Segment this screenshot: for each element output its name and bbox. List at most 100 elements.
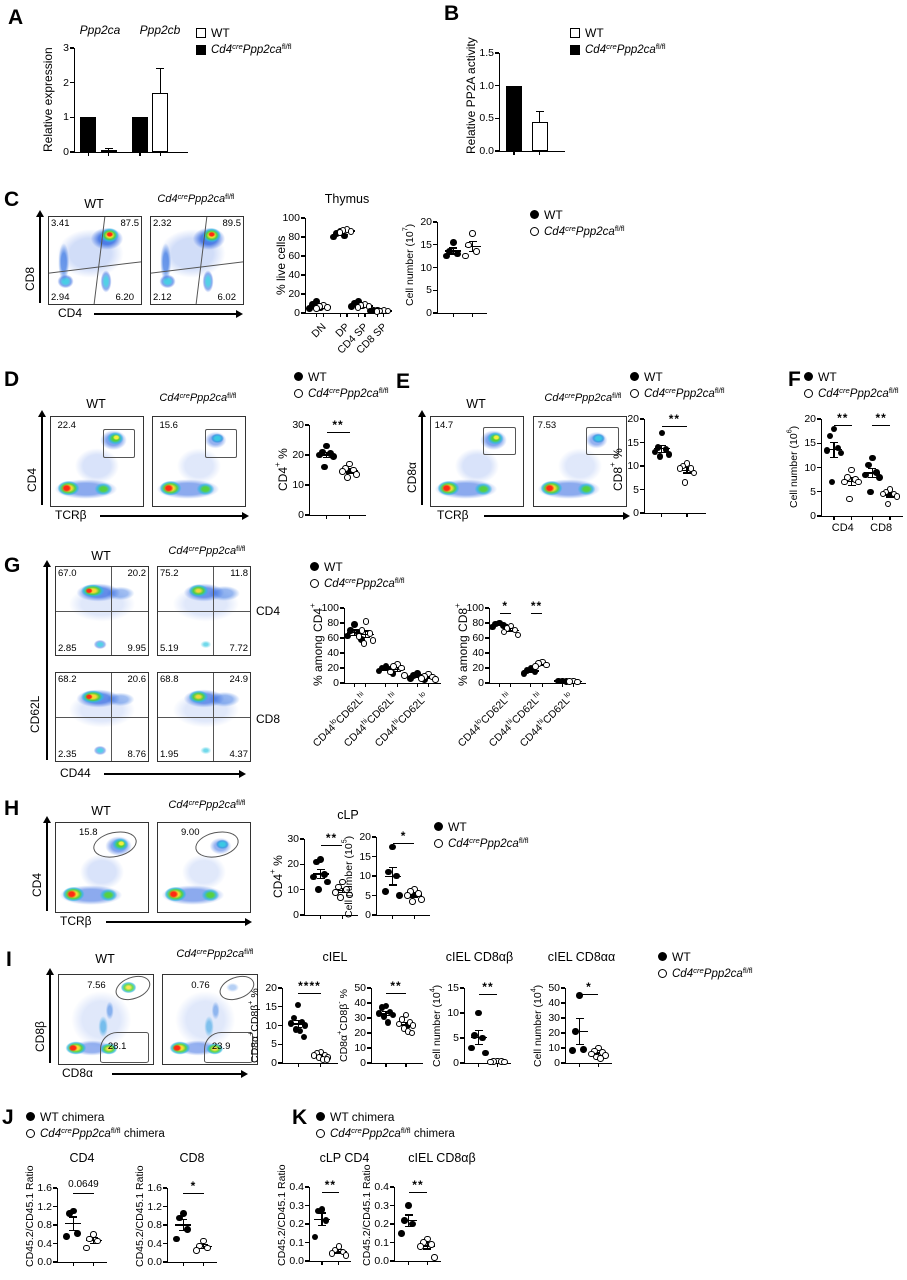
mline [590, 1053, 607, 1055]
ax [573, 683, 575, 687]
flow-y-label-cd4: CD4 [30, 873, 44, 898]
ax [561, 1002, 565, 1004]
ax [657, 444, 666, 446]
ax [301, 217, 305, 219]
mline [290, 1023, 307, 1025]
dot [317, 856, 324, 863]
flow-plot-cd62l-cd44-cd4-wt: 67.0 20.2 2.85 9.95 [55, 566, 149, 656]
ax [322, 457, 331, 459]
ax [686, 513, 688, 517]
dot [346, 460, 353, 468]
ax [334, 1249, 343, 1251]
legend-wt-chimera-label: WT chimera [40, 1109, 105, 1124]
ax [392, 915, 394, 919]
panel-label-k: K [292, 1106, 308, 1129]
ax [392, 843, 415, 845]
ax [339, 313, 342, 317]
ax [346, 313, 348, 317]
dot [339, 468, 346, 475]
ax [817, 466, 821, 469]
ax [498, 683, 501, 687]
ylabnum: 3 [63, 42, 69, 54]
ax [325, 515, 328, 519]
ax [309, 425, 311, 516]
ax [338, 887, 347, 889]
axis-label-ratio: CD45.2/CD45.1 Ratio [24, 1165, 36, 1267]
stars: ** [412, 1178, 424, 1192]
dot [384, 307, 392, 315]
dot [471, 1032, 478, 1039]
ax [382, 1010, 390, 1012]
ax [69, 1216, 78, 1218]
dot [841, 478, 848, 486]
ylabnum: 20 [359, 831, 371, 843]
filled-square-icon [570, 44, 580, 55]
ax [390, 1186, 394, 1188]
ylabnum: 10 [420, 261, 432, 274]
ax [535, 111, 544, 113]
axis-label-cd4-pct: CD4+ % [268, 855, 285, 899]
dot [324, 304, 331, 311]
dot [358, 636, 365, 643]
dot [339, 878, 346, 886]
ylabnum: 0.1 [374, 1236, 389, 1249]
ax [449, 253, 458, 255]
ax [305, 454, 309, 456]
stars: ** [837, 411, 849, 425]
ax [889, 516, 891, 520]
gate-value: 9.00 [181, 826, 200, 838]
dot [287, 1020, 295, 1027]
ax [871, 516, 873, 520]
dot [311, 1233, 319, 1241]
flow-x-label-cd44: CD44 [60, 766, 91, 780]
gate-value: 22.4 [57, 419, 76, 431]
ax [182, 1262, 184, 1266]
flow-title-wt: WT [86, 397, 106, 411]
scatter-chimera-cd4-ratio: 0.0 0.4 0.8 1.2 1.6 0.0649 [37, 1179, 107, 1268]
genotype-label: Cd4crePpp2cafl/fl [544, 224, 625, 238]
ax [367, 1062, 371, 1064]
dot [500, 622, 507, 629]
ax [390, 1241, 394, 1244]
scatter-chimera-cd8-ratio: 0.0 0.4 0.8 1.2 1.6 * [147, 1179, 217, 1268]
ax [394, 1261, 441, 1263]
ylabnum: 0 [294, 307, 300, 319]
ylabnum: 100 [466, 602, 484, 614]
ylabnum: 0.4 [289, 1181, 304, 1193]
ax [372, 855, 376, 858]
filled-circle-icon [658, 952, 667, 961]
axis-label-cd4-pct: CD4+ % [273, 448, 290, 492]
ax [468, 240, 477, 243]
ylabnum: 0 [63, 146, 69, 158]
dot [204, 1244, 211, 1252]
gate-ellipse [90, 827, 140, 862]
ax [561, 683, 563, 687]
dot [409, 1022, 417, 1029]
ax [868, 477, 877, 479]
ax [318, 1225, 326, 1227]
filled-circle-icon [530, 210, 539, 219]
flow-title-genotype: Cd4crePpp2cafl/fl [168, 543, 246, 557]
gate-value: 24.9 [229, 674, 249, 685]
mline [419, 1245, 436, 1247]
ax [282, 988, 284, 1064]
ax [367, 1032, 371, 1034]
ax [344, 608, 346, 684]
ylabnum: 0.4 [37, 1237, 52, 1250]
gate-value: 2.85 [58, 643, 77, 654]
gate-ellipse [192, 827, 242, 862]
dot [335, 1243, 343, 1250]
dot [398, 1016, 406, 1023]
ax [847, 477, 856, 479]
ax [561, 1062, 565, 1064]
y-axis-arrow [418, 410, 425, 505]
legend-wt-label: WT [324, 559, 343, 574]
gate-value: 2.32 [153, 218, 172, 229]
dot [369, 637, 377, 644]
ylabnum: 40 [548, 997, 560, 1009]
ylabnum: 5 [365, 889, 371, 902]
panel-label-j: J [2, 1106, 14, 1129]
quadrant-line [158, 611, 250, 612]
flow-y-label-cd4: CD4 [25, 468, 39, 493]
